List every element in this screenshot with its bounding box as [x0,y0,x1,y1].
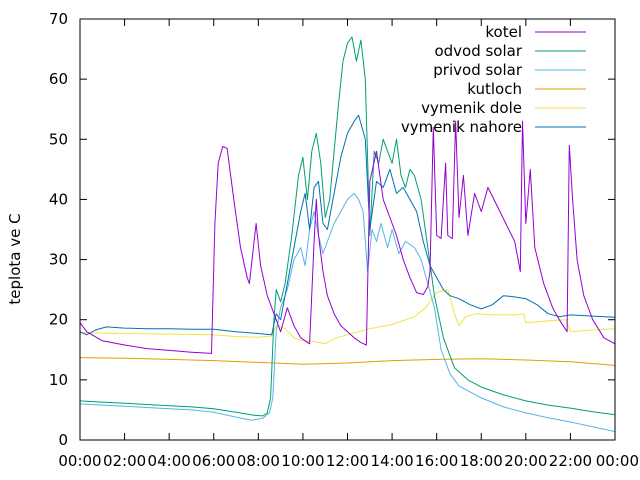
series-line-kutloch [79,357,616,366]
y-tick-label: 0 [58,431,68,449]
y-tick-label: 20 [49,311,68,329]
x-tick-label: 22:00 [549,452,592,470]
series-line-odvod-solar [79,36,616,417]
plot-series-group [79,36,616,433]
series-line-privod-solar [79,192,616,433]
legend-label: odvod solar [434,42,522,60]
y-axis-label: teplota ve C [6,213,24,304]
legend-label: vymenik nahore [401,118,522,136]
y-tick-label: 30 [49,251,68,269]
x-tick-label: 02:00 [103,452,146,470]
x-tick-label: 10:00 [281,452,324,470]
x-tick-label: 14:00 [370,452,413,470]
y-tick-label: 70 [49,10,68,28]
x-tick-label: 20:00 [504,452,547,470]
y-tick-label: 50 [49,130,68,148]
x-tick-label: 08:00 [237,452,280,470]
x-tick-label: 00:00 [58,452,101,470]
legend-label: kotel [485,23,522,41]
y-tick-label: 40 [49,190,68,208]
plot-frame [79,18,616,441]
x-tick-label: 12:00 [326,452,369,470]
series-line-kotel [79,120,616,354]
y-tick-label: 60 [49,70,68,88]
legend-label: privod solar [433,61,523,79]
x-tick-label: 18:00 [460,452,503,470]
series-line-vymenik-nahore [79,114,616,336]
legend-label: kutloch [467,80,522,98]
series-line-vymenik-dole [79,289,616,345]
x-tick-label: 04:00 [148,452,191,470]
y-tick-label: 10 [49,371,68,389]
legend-label: vymenik dole [421,99,522,117]
x-tick-label: 00:00 [596,452,639,470]
x-tick-label: 06:00 [192,452,235,470]
x-tick-label: 16:00 [415,452,458,470]
